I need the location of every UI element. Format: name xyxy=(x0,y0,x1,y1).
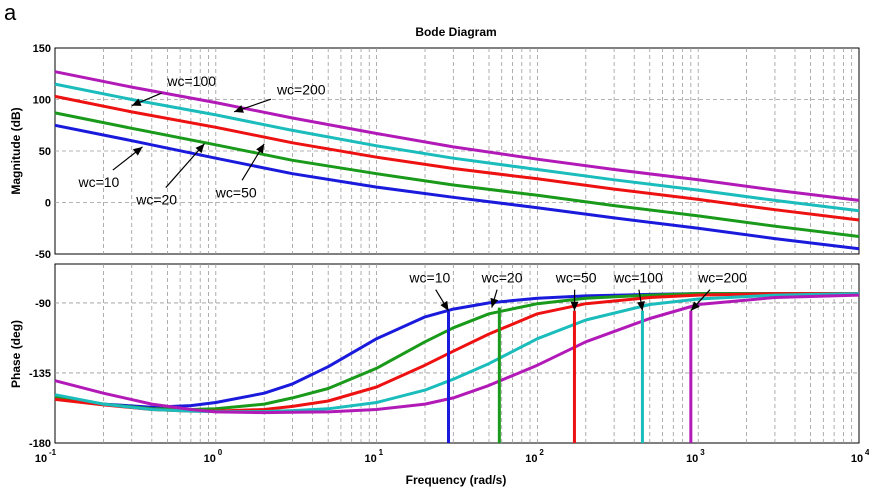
phase-annotation-wc-10: wc=10 xyxy=(408,270,450,286)
magnitude-tick-labels: -50 0 50 100 150 xyxy=(33,43,51,261)
phase-annotation-wc-50: wc=50 xyxy=(555,270,597,286)
phase-tick-labels: -180 -135 -90 xyxy=(29,298,51,450)
chart-title: Bode Diagram xyxy=(415,25,496,39)
phase-axis-label: Phase (deg) xyxy=(9,320,23,388)
x-tick-exponent: 2 xyxy=(539,448,544,457)
magnitude-annotation-arrowhead xyxy=(256,143,265,154)
x-tick-exponent: 1 xyxy=(379,448,384,457)
x-tick-label: 10 xyxy=(525,453,537,465)
phase-line-wc-200 xyxy=(54,293,860,415)
x-tick-exponent: 0 xyxy=(218,448,223,457)
magnitude-ytick-label: 50 xyxy=(39,146,51,158)
phase-line-wc-100 xyxy=(54,292,860,414)
magnitude-annotation-arrowhead xyxy=(132,146,143,156)
x-tick-exponent: -1 xyxy=(49,448,57,457)
magnitude-annotation-wc-200: wc=200 xyxy=(276,81,326,97)
magnitude-line-wc-100 xyxy=(54,82,860,213)
x-tick-exponent: 3 xyxy=(700,448,705,457)
phase-plot: -180-135-90 wc=10 wc=20 wc=50 wc=100 wc=200 … xyxy=(9,263,860,450)
magnitude-annotation-arrowhead xyxy=(131,98,142,106)
magnitude-line-wc-200 xyxy=(54,70,860,202)
magnitude-annotation-wc-100: wc=100 xyxy=(166,73,216,89)
phase-annotation-arrowhead xyxy=(440,300,449,311)
magnitude-plot: -50 0 50 100 150 wc=100 wc=200 wc=10 wc=20 wc=50… xyxy=(9,43,860,261)
phase-crossover-markers xyxy=(447,307,693,443)
phase-ytick-label: -135 xyxy=(29,368,51,380)
x-tick-label: 10 xyxy=(204,453,216,465)
magnitude-annotations: wc=100 wc=200 wc=10 wc=20 wc=50 xyxy=(77,73,325,207)
phase-annotation-arrowhead xyxy=(570,301,579,311)
magnitude-annotation-wc-10: wc=10 xyxy=(77,174,119,190)
x-axis-label: Frequency (rad/s) xyxy=(406,473,507,487)
magnitude-ytick-label: 150 xyxy=(33,43,51,55)
magnitude-line-wc-10 xyxy=(54,123,860,251)
phase-annotations: wc=10 wc=20 wc=50 wc=100 wc=200 xyxy=(408,270,747,312)
magnitude-line-wc-20 xyxy=(54,111,860,238)
magnitude-annotation-wc-50: wc=50 xyxy=(215,184,257,200)
magnitude-grid xyxy=(55,48,859,254)
phase-axes-frame xyxy=(54,263,860,444)
x-tick-label: 10 xyxy=(851,453,863,465)
phase-annotation-arrowhead xyxy=(637,301,645,311)
panel-letter: a xyxy=(4,0,17,25)
x-tick-label: 10 xyxy=(35,453,47,465)
phase-annotation-arrowhead xyxy=(490,297,499,308)
magnitude-series-group xyxy=(54,70,860,251)
magnitude-line-wc-50 xyxy=(54,94,860,222)
magnitude-annotation-arrowhead xyxy=(195,143,205,154)
phase-ytick-label: -90 xyxy=(35,298,51,310)
phase-annotation-wc-200: wc=200 xyxy=(697,270,747,286)
magnitude-annotation-wc-20: wc=20 xyxy=(135,192,177,208)
magnitude-axis-label: Magnitude (dB) xyxy=(9,107,23,194)
magnitude-annotation-arrow xyxy=(165,143,205,188)
phase-series-group xyxy=(54,292,860,415)
x-tick-exponent: 4 xyxy=(865,448,869,457)
phase-annotation-arrowhead xyxy=(690,301,700,311)
phase-ytick-label: -180 xyxy=(29,438,51,450)
phase-annotation-wc-100: wc=100 xyxy=(613,270,663,286)
phase-annotation-wc-20: wc=20 xyxy=(481,270,523,286)
x-tick-label: 10 xyxy=(364,453,376,465)
x-tick-label: 10 xyxy=(686,453,698,465)
magnitude-ytick-label: 0 xyxy=(45,198,51,210)
magnitude-ytick-label: -50 xyxy=(35,249,51,261)
magnitude-ytick-label: 100 xyxy=(33,95,51,107)
magnitude-annotation-arrowhead xyxy=(234,105,244,113)
